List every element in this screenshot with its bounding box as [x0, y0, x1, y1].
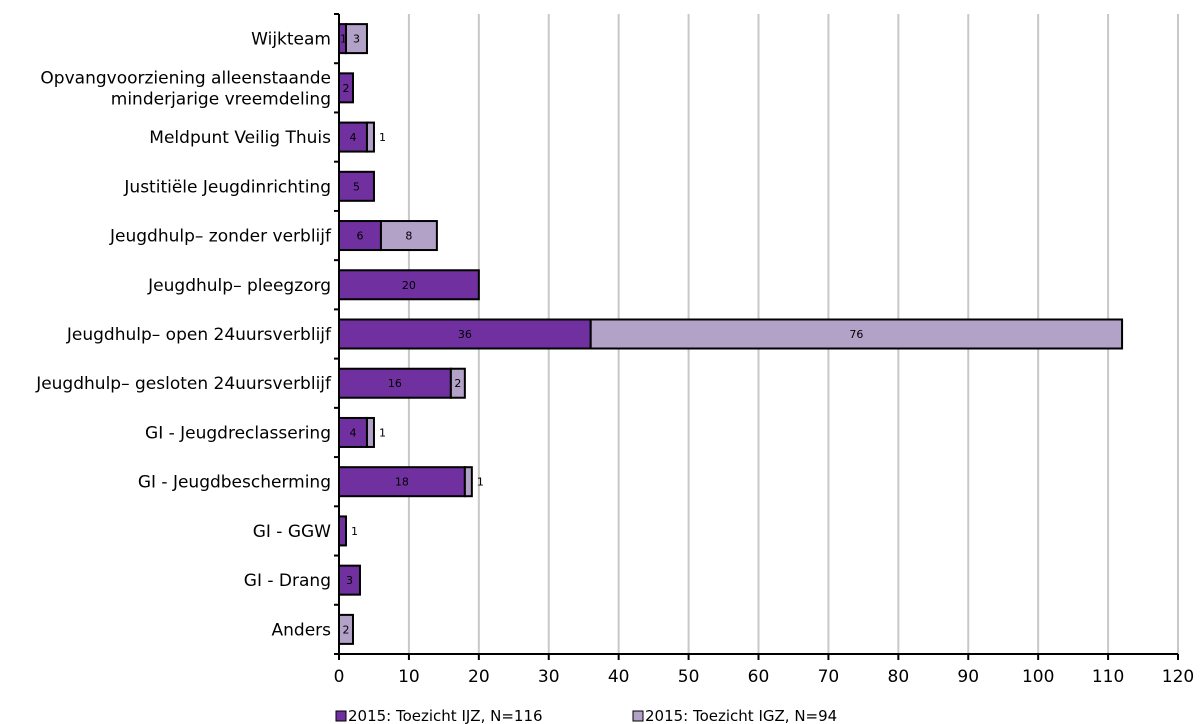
category-label-opvangvoorziening-alleenstaande-minderjarige-vreemdeling-line-2: minderjarige vreemdeling	[111, 89, 331, 109]
category-label-opvangvoorziening-alleenstaande-minderjarige-vreemdeling-line-1: Opvangvoorziening alleenstaande	[40, 68, 331, 88]
category-label-jeugdhulp-zonder-verblijf: Jeugdhulp– zonder verblijf	[109, 227, 332, 247]
bar-label-jeugdhulp-open-24uursverblijf-series-2: 76	[849, 328, 863, 341]
bar-gi-jeugdbescherming-series-2	[463, 466, 473, 498]
category-label-meldpunt-veilig-thuis: Meldpunt Veilig Thuis	[149, 128, 331, 148]
bar-jeugdhulp-pleegzorg-series-1	[338, 269, 480, 301]
x-tick-label-60: 60	[748, 667, 770, 687]
legend-label-ijz: 2015: Toezicht IJZ, N=116	[348, 707, 543, 724]
legend-label-igz: 2015: Toezicht IGZ, N=94	[645, 707, 837, 724]
bar-label-opvangvoorziening-alleenstaande-minderjarige-vreemdeling-series-1: 2	[342, 82, 349, 95]
x-tick-label-110: 110	[1092, 667, 1124, 687]
bar-label-gi-jeugdreclassering-series-2: 1	[379, 426, 386, 439]
x-tick-labels: 0 10 20 30 40 50 60 70 80 90 100 110 120	[334, 667, 1195, 687]
bar-label-jeugdhulp-open-24uursverblijf-series-1: 36	[458, 328, 472, 341]
category-label-justitiele-jeugdinrichting: Justitiële Jeugdinrichting	[123, 177, 331, 197]
bar-jeugdhulp-gesloten-24uursverblijf-series-2	[449, 367, 466, 399]
bar-label-wijkteam-series-1: 1	[340, 33, 347, 46]
legend-swatch-ijz	[335, 710, 347, 722]
bar-gi-jeugdreclassering-series-2	[365, 416, 375, 448]
x-tick-label-120: 120	[1162, 667, 1194, 687]
x-tick-label-30: 30	[538, 667, 560, 687]
category-label-jeugdhulp-gesloten-24uursverblijf: Jeugdhulp– gesloten 24uursverblijf	[35, 374, 332, 394]
x-tick-label-70: 70	[818, 667, 840, 687]
bar-label-meldpunt-veilig-thuis-series-1: 4	[349, 131, 356, 144]
bar-label-gi-jeugdreclassering-series-1: 4	[349, 426, 356, 439]
x-tick-label-40: 40	[608, 667, 630, 687]
bar-label-jeugdhulp-pleegzorg-series-1: 20	[402, 279, 416, 292]
bar-label-gi-jeugdbescherming-series-1: 18	[395, 476, 409, 489]
bar-meldpunt-veilig-thuis-series-2	[365, 121, 375, 153]
category-label-gi-jeugdbescherming: GI - Jeugdbescherming	[138, 473, 331, 493]
x-tick-label-20: 20	[468, 667, 490, 687]
bar-label-jeugdhulp-gesloten-24uursverblijf-series-1: 16	[388, 377, 402, 390]
bar-label-justitiele-jeugdinrichting-series-1: 5	[353, 180, 360, 193]
bar-label-jeugdhulp-zonder-verblijf-series-1: 6	[356, 230, 363, 243]
x-tick-label-0: 0	[334, 667, 345, 687]
x-tick-label-80: 80	[888, 667, 910, 687]
bar-jeugdhulp-open-24uursverblijf-series-2	[589, 318, 1124, 350]
bar-label-wijkteam-series-2: 3	[353, 33, 360, 46]
bar-label-anders-series-2: 2	[342, 623, 349, 636]
bar-label-meldpunt-veilig-thuis-series-2: 1	[379, 131, 386, 144]
bars	[338, 23, 1124, 645]
category-labels: Wijkteam Opvangvoorziening alleenstaandem…	[35, 30, 332, 641]
category-label-jeugdhulp-pleegzorg: Jeugdhulp– pleegzorg	[147, 276, 331, 296]
bar-label-jeugdhulp-zonder-verblijf-series-2: 8	[405, 230, 412, 243]
category-label-gi-ggw: GI - GGW	[253, 522, 331, 542]
x-tick-label-100: 100	[1022, 667, 1054, 687]
category-label-gi-drang: GI - Drang	[244, 571, 331, 591]
category-label-anders: Anders	[272, 620, 332, 640]
axes	[334, 13, 1179, 660]
bar-wijkteam-series-2	[344, 23, 368, 55]
x-tick-label-10: 10	[398, 667, 420, 687]
bar-label-gi-ggw-series-1: 1	[351, 525, 358, 538]
bar-label-jeugdhulp-gesloten-24uursverblijf-series-2: 2	[454, 377, 461, 390]
x-tick-label-50: 50	[678, 667, 700, 687]
category-label-wijkteam: Wijkteam	[251, 30, 331, 50]
legend: 2015: Toezicht IJZ, N=116 2015: Toezicht…	[335, 707, 837, 724]
bar-jeugdhulp-zonder-verblijf-series-1	[338, 220, 382, 252]
category-label-gi-jeugdreclassering: GI - Jeugdreclassering	[145, 423, 331, 443]
bar-label-gi-jeugdbescherming-series-2: 1	[477, 476, 484, 489]
category-label-jeugdhulp-open-24uursverblijf: Jeugdhulp– open 24uursverblijf	[66, 325, 332, 345]
bar-label-gi-drang-series-1: 3	[346, 574, 353, 587]
legend-swatch-igz	[632, 710, 644, 722]
x-tick-label-90: 90	[957, 667, 979, 687]
bar-jeugdhulp-zonder-verblijf-series-2	[379, 220, 438, 252]
bar-gi-ggw-series-1	[338, 515, 347, 547]
